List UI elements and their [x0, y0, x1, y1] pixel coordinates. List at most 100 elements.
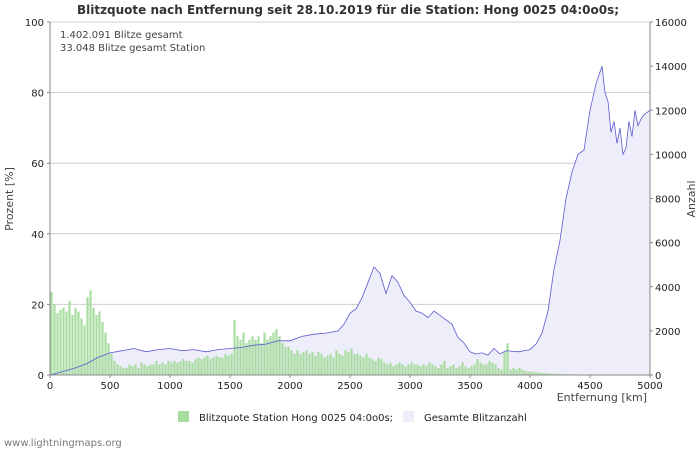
ratio-bar	[71, 315, 74, 375]
ratio-bar	[428, 362, 431, 375]
ratio-bar	[497, 367, 500, 375]
legend-bar-label: Blitzquote Station Hong 0025 04:0o0s;	[199, 413, 393, 424]
ratio-bar	[407, 364, 410, 375]
station-ratio-bars	[50, 290, 647, 375]
ratio-bar	[308, 353, 311, 375]
ratio-bar	[464, 366, 467, 375]
y-right-tick-label: 4000	[655, 283, 680, 294]
ratio-bar	[134, 364, 137, 375]
ratio-bar	[356, 353, 359, 375]
y-left-tick-label: 20	[31, 300, 44, 311]
ratio-bar	[314, 355, 317, 375]
ratio-bar	[377, 357, 380, 375]
ratio-bar	[494, 364, 497, 375]
x-tick-label: 3000	[397, 381, 422, 392]
ratio-bar	[119, 366, 122, 375]
ratio-bar	[479, 362, 482, 375]
y-right-tick-labels: 0 2000 4000 6000 8000 10000 12000 14000 16000	[650, 18, 687, 382]
ratio-bar	[395, 364, 398, 375]
ratio-bar	[317, 352, 320, 375]
ratio-bar	[320, 353, 323, 375]
ratio-bar	[473, 364, 476, 375]
ratio-bar	[503, 352, 506, 375]
ratio-bar	[548, 373, 551, 375]
ratio-bar	[296, 350, 299, 375]
ratio-bar	[230, 353, 233, 375]
ratio-bar	[110, 353, 113, 375]
ratio-bar	[335, 350, 338, 375]
ratio-bar	[86, 297, 89, 375]
ratio-bar	[380, 359, 383, 375]
ratio-bar	[161, 362, 164, 375]
total-count-line	[49, 65, 651, 376]
ratio-bar	[137, 367, 140, 375]
x-tick-label: 1500	[217, 381, 242, 392]
ratio-bar	[425, 366, 428, 375]
ratio-bar	[365, 353, 368, 375]
ratio-bar	[77, 311, 80, 375]
ratio-bar	[215, 355, 218, 375]
ratio-bar	[470, 366, 473, 375]
ratio-bar	[506, 343, 509, 375]
ratio-bar	[194, 359, 197, 375]
ratio-bar	[278, 336, 281, 375]
ratio-bar	[149, 364, 152, 375]
ratio-bar	[386, 364, 389, 375]
ratio-bar	[260, 343, 263, 375]
ratio-bar	[74, 307, 77, 375]
x-tick-label: 0	[47, 381, 53, 392]
x-tick-label: 3500	[457, 381, 482, 392]
total-count-line-layer	[49, 65, 651, 376]
ratio-bar	[539, 372, 542, 375]
ratio-bar	[458, 366, 461, 375]
ratio-bar	[236, 336, 239, 375]
ratio-bar	[302, 352, 305, 375]
y-right-tick-label: 14000	[655, 62, 687, 73]
y-left-tick-label: 80	[31, 89, 44, 100]
ratio-bar	[152, 364, 155, 375]
ratio-bar	[401, 364, 404, 375]
ratio-bar	[452, 364, 455, 375]
ratio-bar	[59, 309, 62, 375]
ratio-bar	[209, 359, 212, 375]
ratio-bar	[485, 364, 488, 375]
y-right-tick-label: 16000	[655, 18, 687, 29]
ratio-bar	[362, 357, 365, 375]
ratio-bar	[476, 359, 479, 375]
ratio-bar	[437, 367, 440, 375]
ratio-bar	[560, 373, 563, 375]
y-left-tick-label: 100	[25, 18, 44, 29]
ratio-bar	[89, 290, 92, 375]
ratio-bar	[101, 322, 104, 375]
ratio-bar	[50, 292, 53, 375]
ratio-bar	[488, 360, 491, 375]
ratio-bar	[281, 343, 284, 375]
ratio-bar	[350, 348, 353, 375]
ratio-bar	[461, 362, 464, 375]
ratio-bar	[374, 360, 377, 375]
ratio-bar	[524, 370, 527, 375]
ratio-bar	[227, 355, 230, 375]
ratio-bar	[338, 353, 341, 375]
ratio-bar	[299, 353, 302, 375]
ratio-bar	[53, 304, 56, 375]
ratio-bar	[233, 320, 236, 375]
ratio-bar	[218, 357, 221, 375]
ratio-bar	[434, 366, 437, 375]
ratio-bar	[212, 357, 215, 375]
ratio-bar	[113, 360, 116, 375]
x-tick-label: 2500	[337, 381, 362, 392]
ratio-bar	[530, 371, 533, 375]
ratio-bar	[422, 364, 425, 375]
ratio-bar	[128, 364, 131, 375]
ratio-bar	[557, 373, 560, 375]
y-right-axis-label: Anzahl	[685, 180, 698, 217]
ratio-bar	[68, 300, 71, 375]
ratio-bar	[176, 362, 179, 375]
x-tick-label: 1000	[157, 381, 182, 392]
ratio-bar	[239, 339, 242, 375]
ratio-bar	[182, 359, 185, 375]
ratio-bar	[413, 364, 416, 375]
ratio-bar	[449, 366, 452, 375]
ratio-bar	[419, 366, 422, 375]
